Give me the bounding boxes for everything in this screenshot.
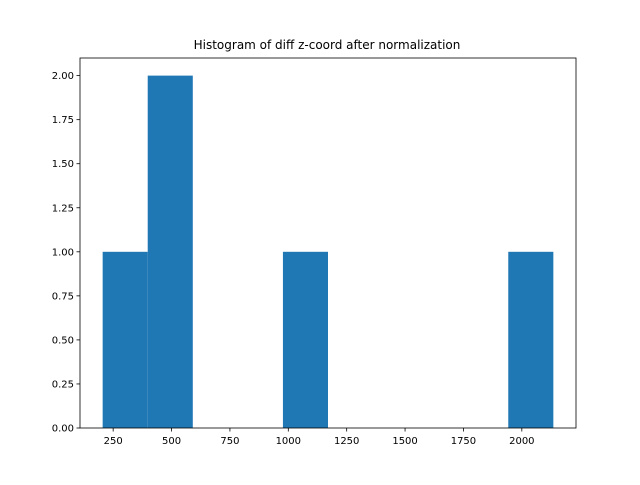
histogram-bar (102, 251, 148, 428)
y-tick-label: 0.50 (52, 335, 74, 346)
x-tick-label: 1750 (451, 436, 476, 447)
y-tick-label: 0.75 (52, 291, 74, 302)
y-tick-label: 1.50 (52, 159, 74, 170)
chart-title: Histogram of diff z-coord after normaliz… (194, 38, 461, 52)
y-tick-label: 0.00 (52, 424, 74, 435)
histogram-bar (282, 251, 328, 428)
x-tick-label: 1500 (392, 436, 417, 447)
x-tick-label: 1250 (334, 436, 359, 447)
x-tick-label: 1000 (276, 436, 301, 447)
y-tick-label: 1.75 (52, 115, 74, 126)
x-tick-label: 250 (104, 436, 123, 447)
y-tick-label: 1.25 (52, 203, 74, 214)
x-axis-ticks: 250 500 750 1000 1250 1500 1750 2000 (104, 428, 535, 447)
bars-group (102, 75, 554, 428)
x-tick-label: 2000 (509, 436, 534, 447)
histogram-bar (508, 251, 554, 428)
plot-frame (79, 57, 577, 429)
x-tick-label: 500 (162, 436, 181, 447)
x-tick-label: 750 (220, 436, 239, 447)
y-tick-label: 2.00 (52, 71, 74, 82)
y-tick-label: 1.00 (52, 247, 74, 258)
y-tick-label: 0.25 (52, 379, 74, 390)
histogram-bar (147, 75, 193, 428)
y-axis-ticks: 0.00 0.25 0.50 0.75 1.00 1.25 1.50 1.75 2.00 (52, 71, 80, 435)
